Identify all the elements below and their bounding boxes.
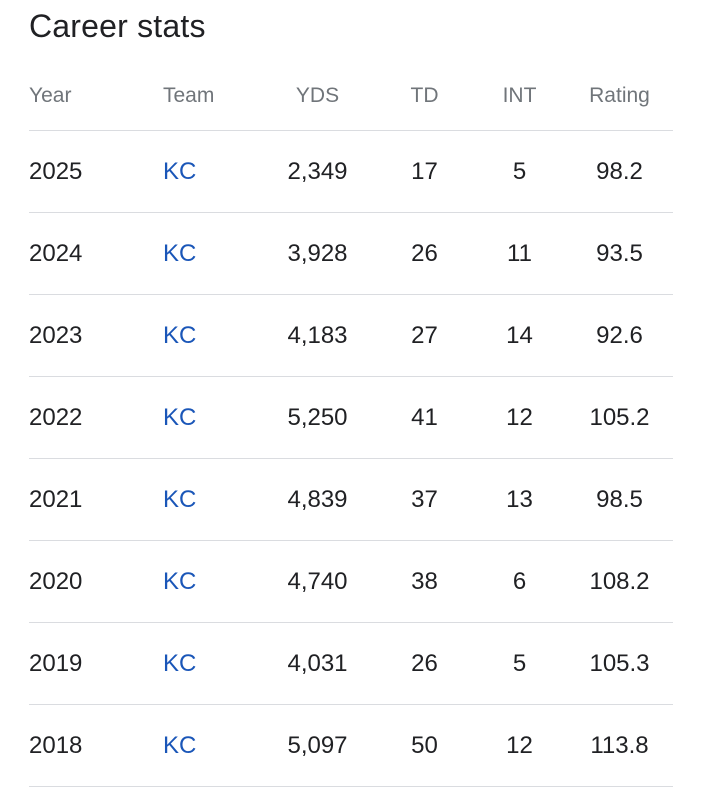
team-link[interactable]: KC [163, 321, 197, 349]
year-cell: 2022 [29, 376, 163, 459]
column-header-year: Year [29, 62, 163, 131]
yds-cell: 5,097 [259, 704, 376, 787]
table-row: 2023 KC 4,183 27 14 92.6 [29, 294, 673, 377]
yds-cell: 5,250 [259, 376, 376, 459]
team-cell: KC [163, 212, 259, 295]
column-header-int: INT [473, 62, 566, 131]
team-cell: KC [163, 540, 259, 623]
year-cell: 2024 [29, 212, 163, 295]
table-row: 2019 KC 4,031 26 5 105.3 [29, 622, 673, 705]
td-cell: 26 [376, 622, 473, 705]
team-cell: KC [163, 130, 259, 213]
int-cell: 5 [473, 130, 566, 213]
team-link[interactable]: KC [163, 567, 197, 595]
table-row: 2021 KC 4,839 37 13 98.5 [29, 458, 673, 541]
td-cell: 17 [376, 130, 473, 213]
table-row: 2022 KC 5,250 41 12 105.2 [29, 376, 673, 459]
table-row: 2018 KC 5,097 50 12 113.8 [29, 704, 673, 787]
rating-cell: 93.5 [566, 212, 673, 295]
yds-cell: 4,839 [259, 458, 376, 541]
table-row: 2025 KC 2,349 17 5 98.2 [29, 130, 673, 213]
team-link[interactable]: KC [163, 731, 197, 759]
rating-cell: 98.5 [566, 458, 673, 541]
td-cell: 27 [376, 294, 473, 377]
team-cell: KC [163, 294, 259, 377]
team-link[interactable]: KC [163, 403, 197, 431]
yds-cell: 3,928 [259, 212, 376, 295]
team-link[interactable]: KC [163, 485, 197, 513]
rating-cell: 92.6 [566, 294, 673, 377]
column-header-team: Team [163, 62, 259, 131]
td-cell: 41 [376, 376, 473, 459]
int-cell: 14 [473, 294, 566, 377]
td-cell: 26 [376, 212, 473, 295]
column-header-rating: Rating [566, 62, 673, 131]
int-cell: 5 [473, 622, 566, 705]
team-cell: KC [163, 704, 259, 787]
table-row: 2024 KC 3,928 26 11 93.5 [29, 212, 673, 295]
int-cell: 11 [473, 212, 566, 295]
int-cell: 12 [473, 376, 566, 459]
year-cell: 2023 [29, 294, 163, 377]
td-cell: 50 [376, 704, 473, 787]
int-cell: 12 [473, 704, 566, 787]
year-cell: 2025 [29, 130, 163, 213]
rating-cell: 113.8 [566, 704, 673, 787]
team-cell: KC [163, 622, 259, 705]
table-row: 2020 KC 4,740 38 6 108.2 [29, 540, 673, 623]
team-link[interactable]: KC [163, 157, 197, 185]
table-body: 2025 KC 2,349 17 5 98.2 2024 KC 3,928 26… [29, 130, 673, 787]
yds-cell: 4,740 [259, 540, 376, 623]
int-cell: 13 [473, 458, 566, 541]
td-cell: 38 [376, 540, 473, 623]
int-cell: 6 [473, 540, 566, 623]
rating-cell: 105.3 [566, 622, 673, 705]
column-header-yds: YDS [259, 62, 376, 131]
year-cell: 2019 [29, 622, 163, 705]
td-cell: 37 [376, 458, 473, 541]
year-cell: 2018 [29, 704, 163, 787]
rating-cell: 105.2 [566, 376, 673, 459]
rating-cell: 98.2 [566, 130, 673, 213]
page-title: Career stats [29, 8, 206, 44]
team-link[interactable]: KC [163, 649, 197, 677]
column-header-td: TD [376, 62, 473, 131]
rating-cell: 108.2 [566, 540, 673, 623]
team-link[interactable]: KC [163, 239, 197, 267]
team-cell: KC [163, 376, 259, 459]
career-stats-table: Year Team YDS TD INT Rating 2025 KC 2,34… [29, 62, 673, 787]
yds-cell: 4,183 [259, 294, 376, 377]
year-cell: 2021 [29, 458, 163, 541]
yds-cell: 4,031 [259, 622, 376, 705]
yds-cell: 2,349 [259, 130, 376, 213]
year-cell: 2020 [29, 540, 163, 623]
table-header-row: Year Team YDS TD INT Rating [29, 62, 673, 131]
team-cell: KC [163, 458, 259, 541]
